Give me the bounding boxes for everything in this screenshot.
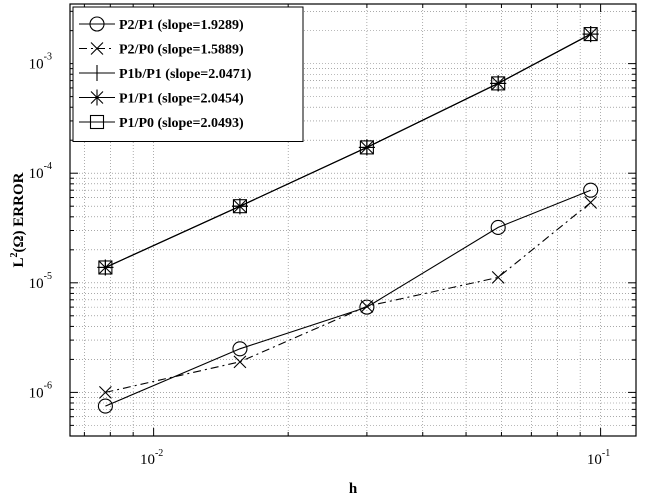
x-tick-label-exp: -1 [602, 448, 610, 459]
data-point-square [232, 199, 247, 214]
data-point-square [491, 76, 506, 91]
series-layer [97, 26, 599, 414]
y-axis-title-rest: (Ω) ERROR [11, 172, 27, 252]
ticks-layer: 10-2 10-110-610-510-410-3 [29, 4, 636, 468]
x-tick-label-exp: -2 [155, 448, 163, 459]
series-line [105, 189, 591, 407]
legend-box [72, 6, 304, 142]
legend: P2/P1 (slope=1.9289) P2/P0 (slope=1.5889)… [72, 6, 304, 142]
legend-marker-plus [89, 65, 105, 81]
series-x [99, 196, 598, 399]
series-line [105, 202, 592, 393]
series-square [98, 27, 598, 275]
y-tick-label: 10-6 [29, 380, 52, 401]
data-point-square [98, 260, 113, 275]
legend-marker-x [90, 42, 104, 55]
y-axis-title: L2(Ω) ERROR [9, 172, 27, 267]
legend-marker-square [89, 114, 105, 130]
data-point-square [359, 140, 374, 155]
x-tick-label: 10-2 [140, 448, 163, 468]
data-point-circle [232, 341, 248, 357]
data-point-circle [359, 299, 375, 315]
y-tick-label-base: 10 [29, 385, 44, 401]
legend-label: P1/P0 (slope=2.0493) [119, 116, 244, 131]
series-line [105, 33, 591, 269]
x-tick-label: 10-1 [587, 448, 610, 468]
y-tick-label-base: 10 [29, 166, 44, 182]
legend-marker-circle [89, 16, 105, 32]
legend-label: P1/P1 (slope=2.0454) [119, 92, 244, 107]
y-axis-title-base: L [11, 257, 27, 267]
y-tick-label-base: 10 [29, 276, 44, 292]
series-circle [97, 182, 599, 414]
y-tick-label-exp: -3 [44, 52, 52, 63]
data-point-x [584, 196, 598, 209]
data-point-circle [583, 182, 599, 198]
x-axis-title: h [349, 481, 358, 497]
plot-frame [69, 3, 637, 437]
x-tick-label-base: 10 [140, 452, 155, 468]
legend-label: P1b/P1 (slope=2.0471) [119, 67, 252, 82]
y-tick-label: 10-4 [29, 161, 52, 182]
x-tick-label-base: 10 [587, 452, 602, 468]
y-axis-title-sup: 2 [9, 252, 20, 257]
data-point-x [491, 271, 505, 284]
data-point-x [360, 299, 374, 313]
data-point-circle [97, 398, 113, 414]
data-point-square [583, 27, 598, 42]
data-point-circle [490, 219, 506, 235]
y-tick-label-exp: -4 [44, 161, 52, 172]
legend-label: P2/P1 (slope=1.9289) [119, 18, 244, 33]
y-tick-label: 10-3 [29, 52, 52, 73]
data-point-x [233, 355, 247, 369]
legend-marker-star [89, 89, 105, 106]
data-point-x [99, 386, 112, 399]
y-tick-label: 10-5 [29, 271, 52, 292]
legend-label: P2/P0 (slope=1.5889) [119, 43, 244, 58]
y-tick-label-base: 10 [29, 57, 44, 73]
y-tick-label-exp: -6 [44, 380, 52, 391]
y-tick-label-exp: -5 [44, 271, 52, 282]
